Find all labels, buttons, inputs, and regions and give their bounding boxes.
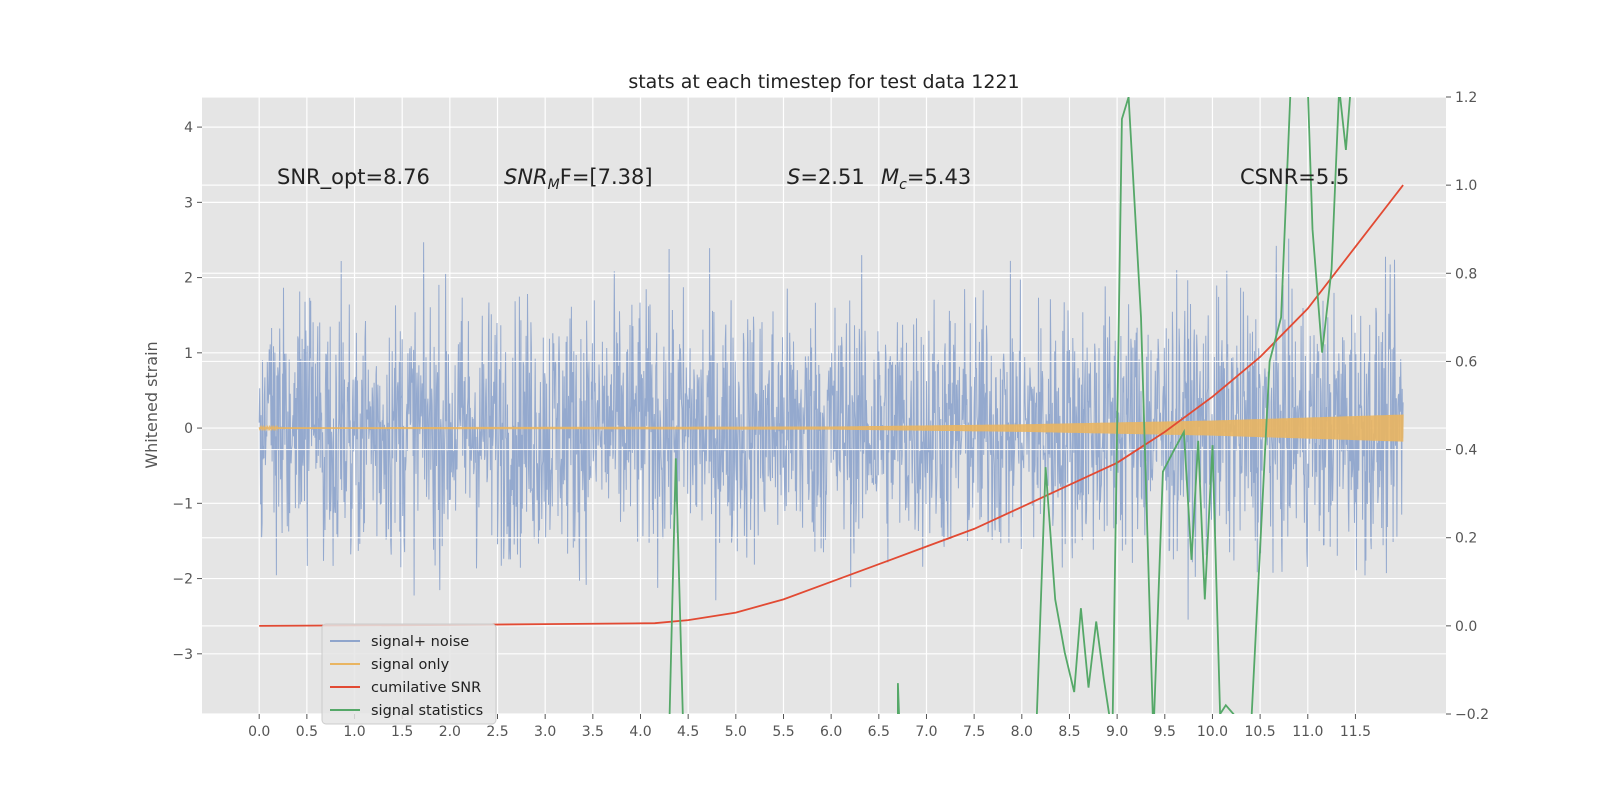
x-tick-label: 6.0	[820, 724, 842, 740]
x-tick-label: 4.0	[629, 724, 651, 740]
annotation-s: S=2.51	[787, 165, 865, 189]
y-tick-label: 0	[184, 421, 193, 437]
annotation-snr-mf: SNRMF=[7.38]	[504, 165, 653, 193]
x-tick-label: 1.5	[391, 724, 413, 740]
x-tick-label: 8.0	[1011, 724, 1033, 740]
annotation-snr-mf-main: SNR	[504, 165, 548, 189]
y-tick-label: −1	[172, 496, 193, 512]
x-tick-label: 2.0	[439, 724, 461, 740]
annotation-mc-rest: =5.43	[907, 165, 971, 189]
x-tick-label: 1.0	[343, 724, 365, 740]
y-tick-label: 2	[184, 271, 193, 287]
x-tick-label: 6.5	[868, 724, 890, 740]
series-cumulative-snr	[259, 184, 1404, 627]
x-tick-label: 7.5	[963, 724, 985, 740]
annotation-mc: Mc=5.43	[881, 165, 971, 193]
y-tick-label: 3	[184, 195, 193, 211]
x-tick-label: 5.5	[772, 724, 794, 740]
y2-tick-label: 0.4	[1455, 443, 1477, 459]
y-tick-label: 4	[184, 120, 193, 136]
y2-tick-label: 1.0	[1455, 178, 1477, 194]
legend-label-signal-statistics: signal statistics	[371, 703, 483, 719]
y2-axis-ticks: 1.2 1.0 0.8 0.6 0.4 0.2 0.0 −0.2	[1446, 90, 1489, 723]
legend-label-signal-plus-noise: signal+ noise	[371, 634, 469, 650]
annotation-s-rest: =2.51	[800, 165, 864, 189]
series-signal-plus-noise	[258, 238, 1404, 620]
x-tick-label: 10.0	[1197, 724, 1228, 740]
legend-label-signal-only: signal only	[371, 657, 450, 673]
x-tick-label: 5.0	[725, 724, 747, 740]
x-tick-label: 8.5	[1058, 724, 1080, 740]
y-tick-label: −2	[172, 572, 193, 588]
series-line-signal-statistics	[668, 97, 1351, 714]
annotation-mc-sub: c	[899, 177, 907, 193]
y-tick-label: −3	[172, 647, 193, 663]
x-tick-label: 0.0	[248, 724, 270, 740]
y2-tick-label: 0.6	[1455, 354, 1477, 370]
x-tick-label: 7.0	[915, 724, 937, 740]
y2-tick-label: −0.2	[1455, 707, 1489, 723]
x-tick-label: 11.0	[1292, 724, 1323, 740]
series-signal-only	[258, 414, 1404, 442]
y2-tick-label: 1.2	[1455, 90, 1477, 106]
x-tick-label: 4.5	[677, 724, 699, 740]
x-tick-label: 9.0	[1106, 724, 1128, 740]
x-tick-label: 2.5	[486, 724, 508, 740]
x-tick-label: 3.0	[534, 724, 556, 740]
legend: signal+ noise signal only cumilative SNR…	[321, 623, 497, 725]
y-axis-label: Whitened strain	[142, 341, 161, 468]
x-tick-label: 9.5	[1154, 724, 1176, 740]
annotation-s-main: S	[787, 165, 800, 189]
annotation-snr-mf-sub: M	[548, 177, 560, 193]
annotation-snr-mf-rest: F=[7.38]	[560, 165, 653, 189]
legend-label-cumulative-snr: cumilative SNR	[371, 680, 481, 696]
legend-box	[321, 623, 497, 725]
x-tick-label: 10.5	[1245, 724, 1276, 740]
series-line-signal-only	[258, 414, 1404, 442]
x-axis-ticks: 0.0 0.5 1.0 1.5 2.0 2.5 3.0 3.5 4.0 4.5 5.0 5.5 6.0 6…	[248, 714, 1371, 740]
x-tick-label: 0.5	[296, 724, 318, 740]
y-tick-label: 1	[184, 346, 193, 362]
y2-tick-label: 0.0	[1455, 619, 1477, 635]
series-line-signal-plus-noise	[258, 238, 1404, 620]
x-tick-label: 11.5	[1340, 724, 1371, 740]
annotation-mc-main: M	[881, 165, 899, 189]
y-axis-ticks: 4 3 2 1 0 −1 −2 −3	[172, 120, 202, 663]
series-line-cumulative-snr	[259, 184, 1404, 627]
annotations: SNR_opt=8.76 SNRMF=[7.38] S=2.51 Mc=5.43…	[277, 165, 1349, 193]
annotation-csnr: CSNR=5.5	[1240, 165, 1349, 189]
right-axis-grid	[202, 97, 1446, 714]
y2-tick-label: 0.2	[1455, 531, 1477, 547]
x-tick-label: 3.5	[582, 724, 604, 740]
series-signal-statistics	[668, 97, 1351, 714]
annotation-snr-opt: SNR_opt=8.76	[277, 165, 430, 190]
chart-title: stats at each timestep for test data 122…	[628, 71, 1019, 93]
y2-tick-label: 0.8	[1455, 266, 1477, 282]
